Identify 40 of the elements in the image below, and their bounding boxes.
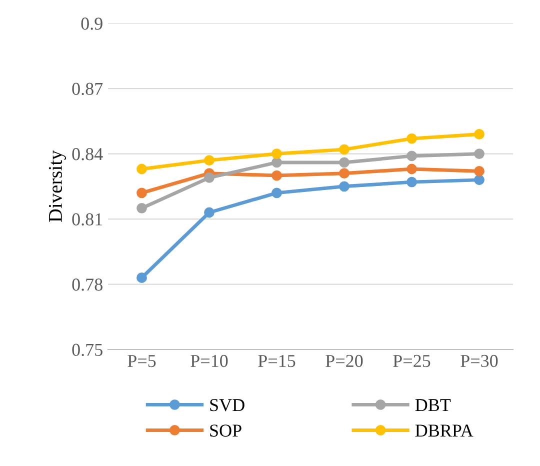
- point: [339, 144, 350, 155]
- point: [474, 166, 484, 176]
- point: [136, 272, 147, 283]
- point: [406, 133, 417, 144]
- point: [406, 176, 417, 188]
- x-tick-label: P=20: [326, 354, 363, 368]
- point: [406, 164, 417, 174]
- point: [406, 150, 417, 162]
- legend-label: SOP: [210, 424, 242, 437]
- legend-label: DBT: [415, 399, 451, 412]
- point: [339, 168, 350, 179]
- y-tick-label: 0.75: [72, 344, 102, 356]
- point: [204, 207, 214, 218]
- point: [474, 148, 484, 159]
- point: [272, 188, 282, 198]
- x-tick-label: P=5: [128, 355, 156, 368]
- point: [272, 170, 282, 181]
- point: [474, 174, 484, 186]
- point: [339, 157, 350, 168]
- y-tick-label: 0.84: [72, 148, 103, 160]
- x-tick-label: P=25: [393, 354, 430, 368]
- point: [272, 148, 282, 159]
- y-tick-label: 0.78: [72, 278, 102, 291]
- y-tick-label: 0.9: [81, 18, 102, 30]
- point: [204, 155, 214, 166]
- point: [272, 157, 282, 168]
- x-tick-label: P=15: [258, 354, 296, 368]
- legend-label: DBRPA: [415, 424, 474, 437]
- x-tick-label: P=30: [460, 354, 498, 368]
- x-tick-label: P=10: [190, 354, 228, 368]
- point: [339, 181, 350, 192]
- legend-label: SVD: [210, 399, 244, 412]
- point: [136, 164, 147, 174]
- point: [204, 172, 214, 183]
- y-tick-label: 0.81: [72, 213, 102, 226]
- point: [136, 188, 147, 198]
- y-axis-title: Diversity: [48, 150, 66, 222]
- point: [474, 129, 484, 140]
- y-tick-label: 0.87: [72, 82, 103, 96]
- point: [136, 202, 147, 214]
